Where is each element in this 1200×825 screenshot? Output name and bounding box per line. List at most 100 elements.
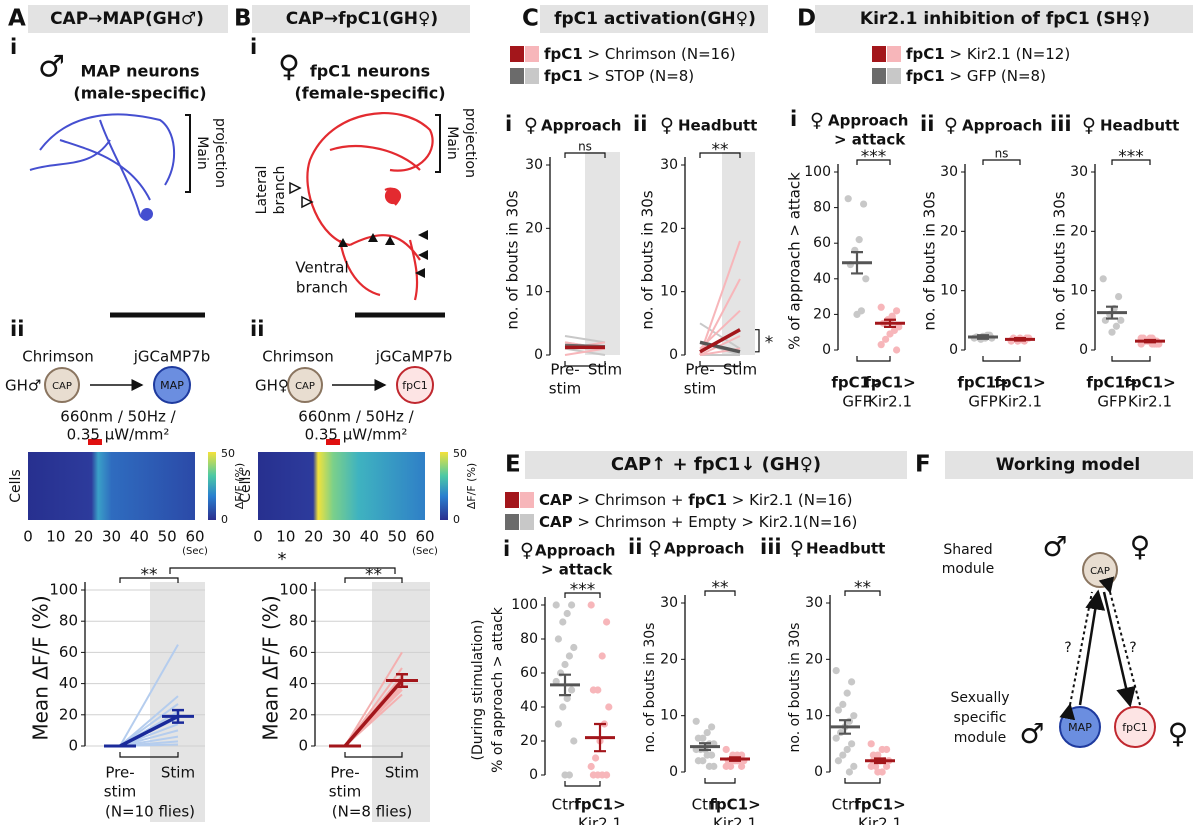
category-bracket [344, 752, 403, 758]
heatmap-ylabel: Cells [238, 469, 254, 502]
sig-bracket [119, 577, 179, 583]
data-point [874, 768, 882, 776]
sub-label: i [790, 107, 797, 131]
legend-swatch [872, 46, 886, 62]
data-point [893, 307, 901, 315]
data-point [708, 723, 716, 731]
target-node: MAP [160, 379, 184, 392]
map-node: MAP [1068, 721, 1092, 734]
significance: ** [712, 578, 729, 598]
y-tick-label: 10 [525, 284, 543, 300]
data-point [565, 652, 574, 660]
heatmap-xtick: 50 [158, 528, 177, 546]
legend-swatch [510, 68, 524, 84]
sub-label: iii [760, 535, 782, 559]
panel-letter: C [522, 6, 539, 32]
data-point [853, 310, 861, 318]
category-bracket [844, 778, 881, 784]
heatmap-xtick: 20 [304, 528, 323, 546]
colorbar-tick: 0 [453, 513, 460, 526]
category-bracket [1111, 356, 1151, 362]
legend-part: fpC1 [544, 67, 583, 85]
y-tick-label: 30 [805, 595, 823, 611]
y-tick-label: 60 [813, 235, 831, 251]
data-point [589, 771, 598, 779]
y-tick-label: 20 [813, 306, 831, 322]
target-node: fpC1 [402, 379, 428, 392]
legend-swatch [520, 492, 534, 508]
chart-title: > attack [834, 131, 906, 149]
data-point [703, 751, 711, 759]
legend-swatch [525, 68, 539, 84]
sub-label: i [10, 35, 17, 59]
x-tick-label: GFP [968, 393, 997, 411]
module-label: module [954, 730, 1006, 746]
y-tick-label: 40 [59, 674, 78, 692]
legend-swatch [525, 46, 539, 62]
heatmap-xunit: (Sec) [412, 546, 438, 557]
y-tick-label: 20 [660, 651, 678, 667]
data-point [877, 303, 885, 311]
side-sig-bracket [755, 329, 760, 353]
sex-symbol: ♀ [1168, 717, 1189, 750]
x-tick-label: Pre- [550, 361, 579, 379]
mean-line [119, 714, 179, 748]
y-tick-label: 80 [520, 631, 538, 647]
y-tick-label: 0 [669, 764, 678, 780]
legend-swatch [872, 68, 886, 84]
data-point [893, 346, 901, 354]
cap-node: CAP [295, 381, 315, 392]
data-point [703, 728, 711, 737]
legend-entry: fpC1 > Chrimson (N=16) [544, 45, 736, 63]
branch-label: branch [272, 166, 288, 215]
x-tick-label: Pre- [685, 361, 714, 379]
y-tick-label: 60 [59, 643, 78, 661]
x-tick-label: fpC1> [854, 796, 905, 814]
data-point [867, 762, 875, 770]
y-tick-label: 100 [804, 164, 831, 180]
y-tick-label: 20 [289, 705, 308, 723]
data-point [559, 703, 567, 711]
heatmap-xtick: 20 [74, 528, 93, 546]
x-tick-label: Stim [723, 361, 757, 379]
y-tick-label: 40 [813, 271, 831, 287]
panel-backgrounds [28, 5, 1193, 479]
data-point [869, 751, 878, 759]
data-point [862, 275, 870, 283]
x-tick-label: GFP [842, 393, 871, 411]
data-point [552, 677, 560, 686]
data-point [554, 720, 563, 728]
sub-label: ii [250, 317, 264, 341]
x-tick-label: Stim [385, 764, 419, 782]
sig-bracket [1111, 159, 1151, 165]
data-point [1099, 275, 1107, 283]
legend-part: > Chrimson (N=16) [583, 45, 736, 63]
question: ? [1129, 640, 1136, 656]
legend-part: > STOP (N=8) [583, 67, 694, 85]
panel-title: CAP→fpC1(GH♀) [286, 9, 438, 29]
stim-label: 0.35 µW/mm² [305, 426, 408, 444]
data-point [561, 660, 569, 669]
y-tick-label: 10 [660, 284, 678, 300]
individual-line [699, 322, 741, 350]
legend-swatch [887, 46, 901, 62]
data-point [603, 618, 611, 626]
heatmap-ylabel: Cells [8, 469, 24, 502]
data-point [705, 762, 714, 770]
y-tick-label: 0 [298, 737, 308, 755]
legend-entry: fpC1 > Kir2.1 (N=12) [906, 45, 1070, 63]
sex-symbol: ♂ [1042, 530, 1067, 563]
heatmap-xtick: 50 [388, 528, 407, 546]
data-point [845, 717, 854, 725]
data-point [598, 652, 606, 660]
y-axis-label: Mean ΔF/F (%) [29, 595, 53, 740]
x-tick-label: Ctrl [832, 796, 859, 814]
data-point [722, 762, 730, 770]
y-tick-label: 30 [940, 164, 958, 180]
legend-entry: fpC1 > GFP (N=8) [906, 67, 1046, 85]
heatmaps [28, 439, 448, 520]
heatmap-xtick: 0 [253, 528, 263, 546]
projection-label: projection [212, 118, 228, 188]
data-point [561, 771, 569, 779]
